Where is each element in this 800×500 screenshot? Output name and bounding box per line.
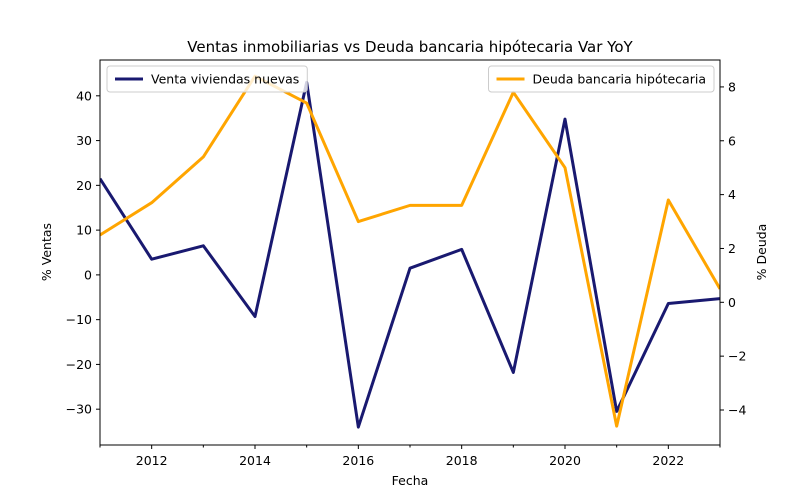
chart-title: Ventas inmobiliarias vs Deuda bancaria h… (187, 38, 633, 56)
legend-2: Deuda bancaria hipótecaria (488, 65, 715, 93)
y-axis-left-label: % Ventas (39, 223, 54, 281)
y-right-tick-label: −2 (728, 349, 746, 364)
x-axis-label: Fecha (392, 473, 429, 488)
y-right-tick-label: 8 (728, 79, 736, 94)
plot-area (100, 74, 720, 429)
x-tick-label: 2012 (136, 453, 168, 468)
y-left-tick-label: 40 (76, 88, 92, 103)
legend-1: Venta viviendas nuevas (106, 65, 308, 93)
x-tick-label: 2018 (446, 453, 478, 468)
legends: Venta viviendas nuevas Deuda bancaria hip… (106, 65, 715, 93)
x-tick-label: 2016 (342, 453, 374, 468)
y-left-tick-label: −20 (66, 357, 92, 372)
x-tick-label: 2020 (549, 453, 581, 468)
y-axis-right-label: % Deuda (754, 224, 769, 281)
series-line-1 (100, 80, 720, 429)
legend-label: Venta viviendas nuevas (151, 72, 299, 87)
x-tick-label: 2022 (652, 453, 684, 468)
y-right-tick-label: 6 (728, 133, 736, 148)
y-right-tick-label: 0 (728, 295, 736, 310)
y-left-tick-label: 10 (76, 223, 92, 238)
y-right-tick-label: 4 (728, 187, 736, 202)
y-left-tick-label: 20 (76, 178, 92, 193)
y-left-tick-label: −30 (66, 402, 92, 417)
axes: 2012 2014 2016 2018 2020 2022−30−20−100102030… (66, 79, 747, 468)
y-left-tick-label: 0 (84, 267, 92, 282)
y-left-tick-label: 30 (76, 133, 92, 148)
legend-label: Deuda bancaria hipótecaria (533, 72, 706, 87)
series-line-2 (100, 74, 720, 428)
y-right-tick-label: −4 (728, 403, 746, 418)
y-left-tick-label: −10 (66, 312, 92, 327)
legend-box (106, 65, 308, 93)
y-right-tick-label: 2 (728, 241, 736, 256)
x-tick-label: 2014 (239, 453, 271, 468)
legend-box (488, 65, 715, 93)
